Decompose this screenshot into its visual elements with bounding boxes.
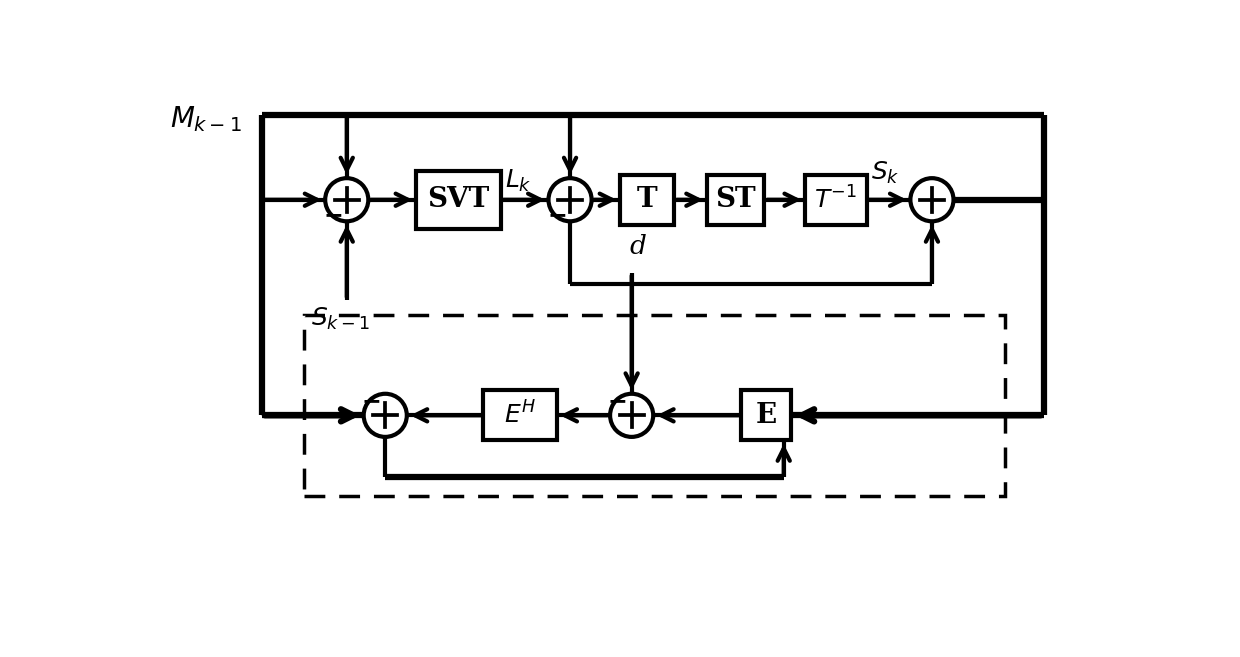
- FancyBboxPatch shape: [805, 175, 867, 225]
- Text: T: T: [636, 186, 657, 214]
- Text: −: −: [324, 203, 343, 227]
- FancyBboxPatch shape: [484, 390, 557, 440]
- Text: ST: ST: [715, 186, 756, 214]
- Text: SVT: SVT: [428, 186, 490, 214]
- Circle shape: [325, 178, 368, 221]
- FancyBboxPatch shape: [707, 175, 765, 225]
- Circle shape: [610, 394, 653, 437]
- FancyBboxPatch shape: [742, 390, 791, 440]
- Circle shape: [548, 178, 591, 221]
- Text: $E^H$: $E^H$: [503, 401, 536, 429]
- Text: E: E: [756, 402, 777, 429]
- Text: $M_{k-1}$: $M_{k-1}$: [170, 104, 242, 134]
- FancyBboxPatch shape: [417, 171, 501, 229]
- Text: −: −: [361, 390, 381, 413]
- Text: $L_k$: $L_k$: [505, 168, 531, 194]
- Text: −: −: [547, 203, 567, 227]
- Text: $S_{k-1}$: $S_{k-1}$: [311, 306, 370, 332]
- Text: d: d: [630, 234, 646, 259]
- FancyBboxPatch shape: [620, 175, 675, 225]
- Text: −: −: [608, 390, 627, 413]
- Circle shape: [910, 178, 954, 221]
- Text: $T^{-1}$: $T^{-1}$: [815, 186, 857, 214]
- Circle shape: [363, 394, 407, 437]
- Text: $S_k$: $S_k$: [872, 160, 900, 186]
